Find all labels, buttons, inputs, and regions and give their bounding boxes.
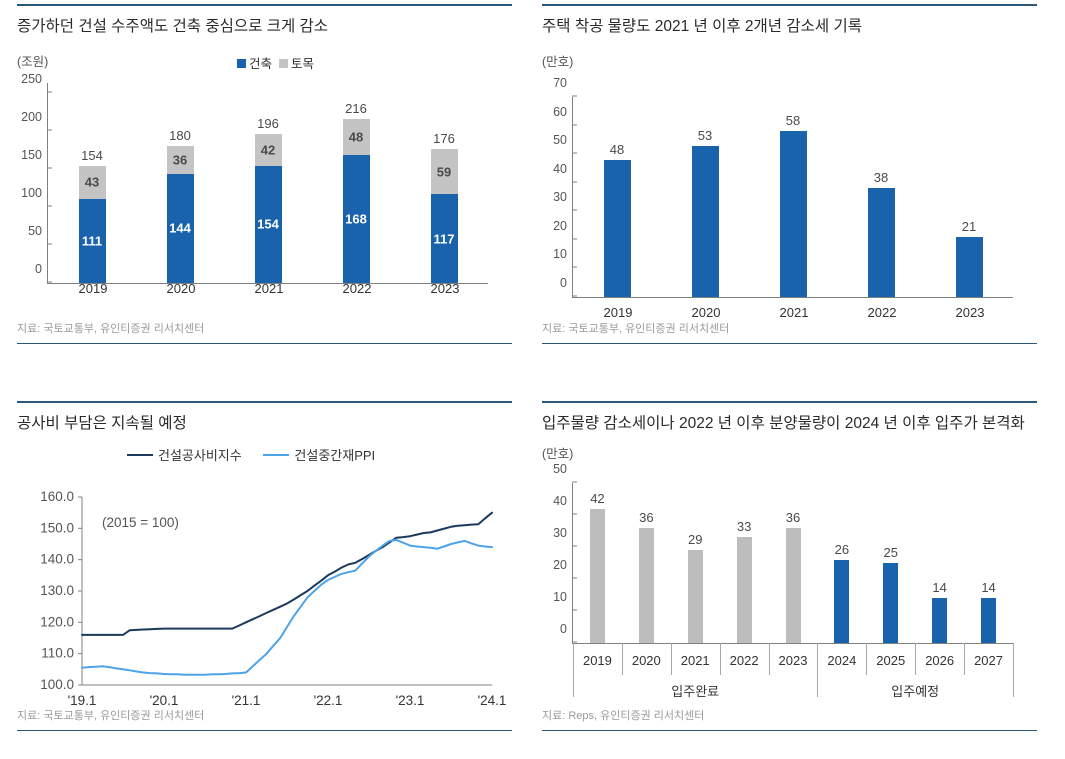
- svg-text:'20.1: '20.1: [150, 693, 179, 708]
- svg-text:120.0: 120.0: [40, 614, 74, 629]
- svg-text:140.0: 140.0: [40, 552, 74, 567]
- svg-text:'19.1: '19.1: [68, 693, 97, 708]
- svg-text:110.0: 110.0: [41, 646, 74, 661]
- svg-text:'21.1: '21.1: [232, 693, 261, 708]
- svg-text:'22.1: '22.1: [314, 693, 343, 708]
- svg-text:130.0: 130.0: [40, 583, 74, 598]
- svg-text:160.0: 160.0: [40, 489, 74, 504]
- svg-text:'24.1: '24.1: [478, 693, 507, 708]
- svg-text:100.0: 100.0: [40, 677, 74, 692]
- svg-text:'23.1: '23.1: [396, 693, 425, 708]
- svg-text:150.0: 150.0: [40, 520, 74, 535]
